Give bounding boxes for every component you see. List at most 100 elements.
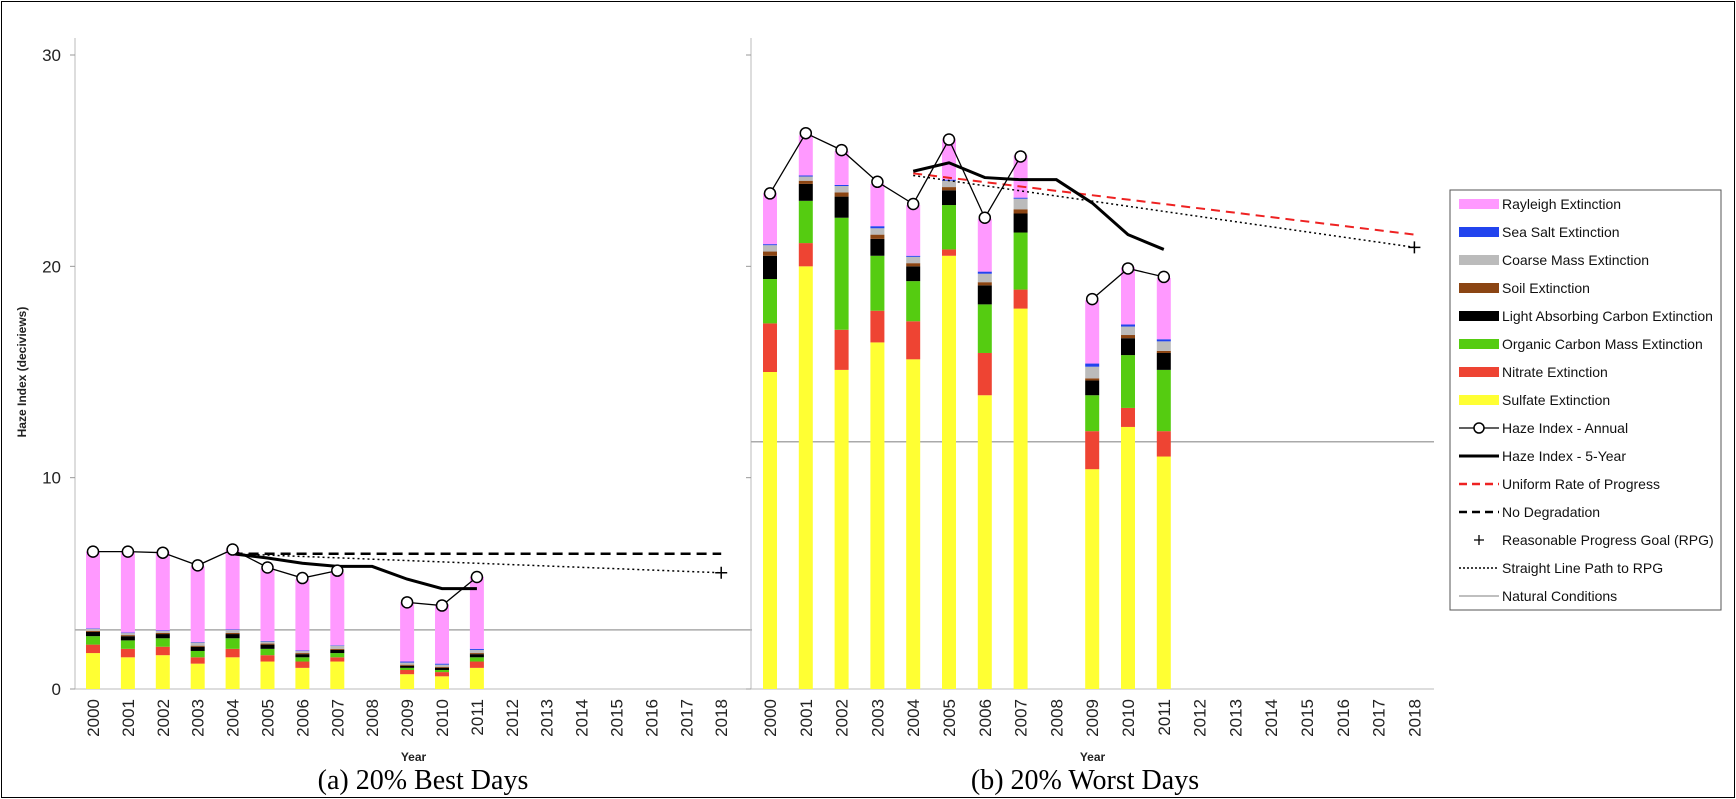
panel-best-bar-segment bbox=[295, 579, 310, 651]
panel-worst-bar-segment bbox=[834, 184, 849, 187]
panel-best-x-tick-label: 2016 bbox=[642, 699, 661, 737]
panel-best-bar-segment bbox=[190, 566, 205, 643]
panel-best-haze-annual-point bbox=[435, 599, 449, 612]
legend-label: Organic Carbon Mass Extinction bbox=[1502, 336, 1703, 352]
panel-best-bar-segment bbox=[225, 629, 240, 633]
panel-worst-bar-segment bbox=[1013, 209, 1028, 214]
panel-worst-haze-annual-point bbox=[799, 126, 813, 140]
panel-worst-haze-annual-point bbox=[942, 133, 956, 146]
panel-worst-bar-segment bbox=[870, 226, 885, 229]
panel-worst-x-tick-label: 2007 bbox=[1012, 699, 1031, 737]
panel-worst-x-tick-label: 2002 bbox=[833, 699, 852, 737]
panel-worst-bar-segment bbox=[1121, 267, 1135, 325]
panel-worst-bar-segment bbox=[906, 359, 921, 689]
legend-label: Haze Index - Annual bbox=[1502, 420, 1628, 436]
panel-best-bar-segment bbox=[295, 661, 310, 668]
panel-best-bar-segment bbox=[155, 630, 170, 631]
panel-worst-bar-segment bbox=[1156, 456, 1171, 689]
panel-worst-uniform-rate-line bbox=[913, 172, 1415, 236]
panel-best-x-tick-label: 2004 bbox=[224, 699, 243, 737]
panel-worst-bar-segment bbox=[1156, 431, 1171, 457]
panel-worst-bar-segment bbox=[1121, 326, 1135, 336]
panel-best-x-tick-label: 2007 bbox=[328, 699, 347, 737]
panel-worst-bar-segment bbox=[1156, 277, 1171, 340]
panel-worst-bar-segment bbox=[977, 304, 992, 353]
panel-best-bar-segment bbox=[469, 653, 484, 655]
legend-swatch bbox=[1459, 283, 1499, 293]
panel-best-bar-segment bbox=[120, 648, 135, 658]
legend-label: Nitrate Extinction bbox=[1502, 364, 1608, 380]
panel-worst-bar-segment bbox=[834, 151, 849, 185]
panel-worst-bar-segment bbox=[977, 271, 992, 274]
panel-worst-bar-segment bbox=[834, 329, 849, 370]
legend-label: Coarse Mass Extinction bbox=[1502, 252, 1649, 268]
panel-worst-bar-segment bbox=[834, 192, 849, 197]
panel-worst-caption: (b) 20% Worst Days bbox=[971, 765, 1199, 796]
panel-best-bar-segment bbox=[469, 576, 484, 649]
panel-best-bar-segment bbox=[120, 640, 135, 649]
panel-best-haze-annual-point bbox=[191, 559, 204, 572]
panel-worst-bar-segment bbox=[1156, 350, 1171, 353]
panel-best-bar-segment bbox=[469, 661, 484, 668]
panel-worst-x-axis-label: Year bbox=[1080, 750, 1106, 764]
panel-best-bar-segment bbox=[155, 638, 170, 647]
panel-worst-x-tick-label: 2003 bbox=[868, 699, 887, 737]
panel-best-bar-segment bbox=[435, 676, 449, 689]
panel-worst-bar-segment bbox=[1085, 395, 1100, 432]
panel-worst-bar-segment bbox=[1121, 355, 1135, 408]
legend-swatch-marker bbox=[1473, 422, 1485, 434]
panel-best-bar-segment bbox=[155, 634, 170, 639]
panel-worst-bar-segment bbox=[1085, 363, 1100, 367]
panel-best-x-tick-label: 2017 bbox=[677, 699, 696, 737]
panel-worst-bar-segment bbox=[1085, 380, 1100, 396]
panel-best-bar-segment bbox=[295, 653, 310, 655]
panel-best-bar-segment bbox=[295, 657, 310, 662]
panel-best-x-tick-label: 2015 bbox=[608, 699, 627, 737]
panel-best-haze-annual-point bbox=[261, 561, 274, 574]
panel-best-bar-segment bbox=[469, 654, 484, 658]
panel-best-x-tick-label: 2003 bbox=[189, 699, 208, 737]
panel-worst-bar-segment bbox=[763, 279, 777, 324]
panel-best-y-tick-label: 0 bbox=[52, 680, 61, 699]
panel-best-bar-segment bbox=[155, 632, 170, 635]
panel-worst-bar-segment bbox=[906, 205, 921, 256]
panel-worst-bar-segment bbox=[1085, 431, 1100, 470]
panel-worst-x-tick-label: 2000 bbox=[761, 699, 780, 737]
panel-worst-bar-segment bbox=[1156, 339, 1171, 342]
panel-worst-haze-5year-line bbox=[912, 161, 1165, 251]
panel-best-x-tick-label: 2009 bbox=[398, 699, 417, 737]
legend-label: Uniform Rate of Progress bbox=[1502, 476, 1660, 492]
panel-best-rpg-marker bbox=[715, 566, 728, 579]
panel-worst-bar-segment bbox=[977, 282, 992, 286]
panel-worst-bar-segment bbox=[942, 249, 956, 256]
legend-swatch bbox=[1459, 339, 1499, 349]
panel-best-bar-segment bbox=[435, 669, 449, 673]
panel-worst-x-tick-label: 2010 bbox=[1119, 699, 1138, 737]
panel-worst-bar-segment bbox=[942, 190, 956, 206]
panel-best-bar-segment bbox=[190, 646, 205, 651]
panel-worst-bar-segment bbox=[870, 238, 885, 256]
panel-best-straight-line-path bbox=[232, 552, 722, 574]
panel-best-haze-annual-point bbox=[121, 545, 135, 558]
panel-worst-bar-segment bbox=[763, 323, 777, 372]
panel-worst-bar-segment bbox=[798, 243, 813, 267]
panel-worst-bar-segment bbox=[1121, 338, 1135, 356]
panel-worst-bar-segment bbox=[1085, 300, 1100, 364]
panel-best-bar-segment bbox=[330, 657, 345, 662]
legend-label: Haze Index - 5-Year bbox=[1502, 448, 1626, 464]
panel-worst-haze-annual-point bbox=[1014, 150, 1027, 163]
panel-worst-bar-segment bbox=[763, 372, 777, 689]
panel-best-haze-annual-point bbox=[226, 543, 239, 556]
panel-worst-haze-annual-point bbox=[978, 211, 992, 224]
panel-best-bar-segment bbox=[330, 648, 345, 650]
panel-best-bar-segment bbox=[400, 661, 415, 663]
panel-best-x-tick-label: 2013 bbox=[538, 699, 557, 737]
panel-worst-x-tick-label: 2014 bbox=[1262, 699, 1281, 737]
panel-best-x-tick-label: 2002 bbox=[154, 699, 173, 737]
panel-best-x-tick-label: 2000 bbox=[84, 699, 103, 737]
panel-worst-bar-segment bbox=[834, 369, 849, 689]
panel-best-bar-segment bbox=[86, 636, 100, 645]
panel-best-haze-annual-point bbox=[86, 545, 100, 558]
panel-best-bar-segment bbox=[435, 664, 449, 667]
